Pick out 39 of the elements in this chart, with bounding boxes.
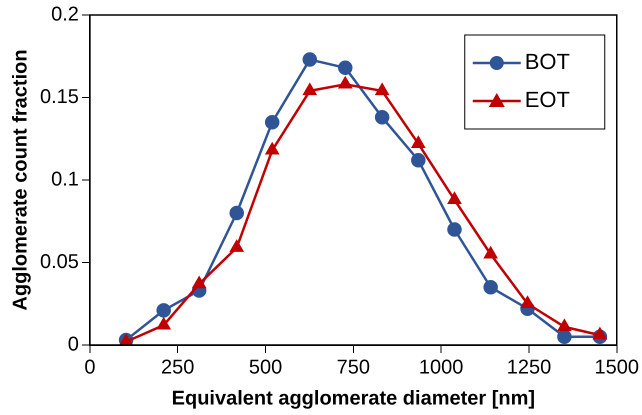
point — [303, 84, 316, 96]
x-axis-title: Equivalent agglomerate diameter [nm] — [172, 388, 536, 410]
legend-label: BOT — [524, 49, 570, 74]
point — [447, 222, 462, 237]
x-tick-label: 1250 — [506, 356, 552, 379]
point — [192, 276, 206, 288]
x-tick-label: 1000 — [418, 356, 464, 379]
point — [302, 52, 318, 67]
point — [156, 303, 171, 318]
point — [338, 60, 353, 76]
point — [229, 206, 244, 220]
point — [338, 77, 352, 89]
point — [157, 318, 170, 330]
point — [230, 240, 244, 252]
y-tick-label: 0.2 — [51, 4, 79, 26]
point — [558, 320, 571, 332]
point — [376, 84, 389, 96]
point — [374, 110, 390, 125]
y-tick-label: 0.05 — [40, 251, 79, 274]
x-tick-label: 500 — [248, 356, 282, 379]
point — [557, 330, 572, 344]
point — [412, 136, 425, 148]
y-tick-label: 0.1 — [51, 168, 79, 191]
point — [264, 115, 280, 130]
y-tick-label: 0 — [68, 334, 79, 356]
y-tick-label: 0.15 — [40, 86, 79, 108]
y-axis-title: Agglomerate count fraction — [10, 49, 32, 311]
x-tick-label: 1500 — [594, 356, 640, 379]
point — [593, 328, 606, 340]
point — [484, 247, 498, 258]
point — [521, 296, 534, 308]
x-tick-label: 0 — [84, 356, 96, 379]
point — [266, 143, 279, 155]
x-tick-label: 250 — [161, 356, 194, 379]
legend-label: EOT — [524, 87, 570, 112]
point — [448, 192, 461, 204]
point — [483, 280, 498, 294]
x-tick-label: 750 — [336, 356, 370, 379]
point — [411, 152, 426, 168]
